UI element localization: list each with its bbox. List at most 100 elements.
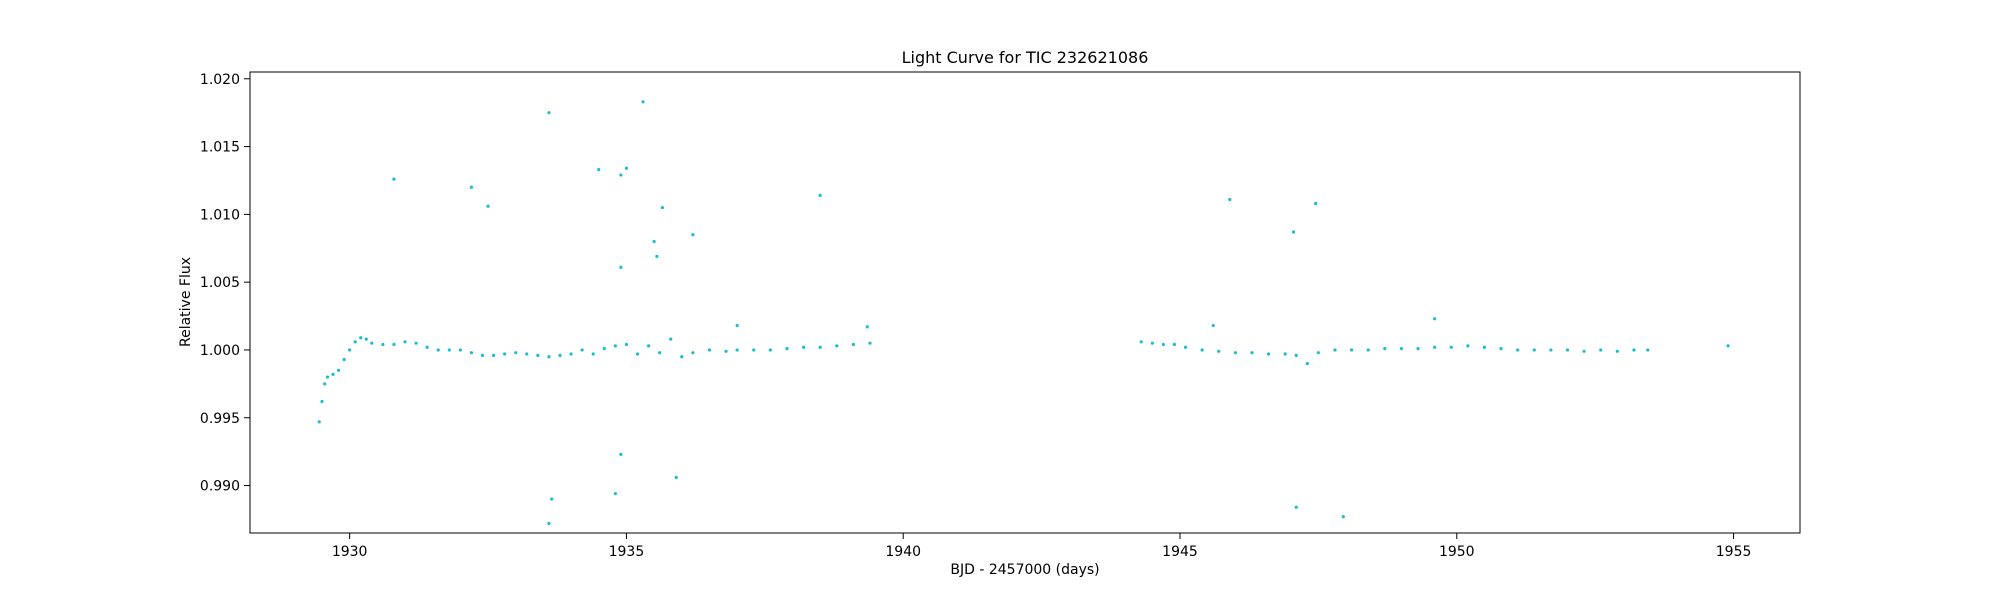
x-tick-label: 1930 <box>332 544 368 560</box>
data-point <box>1399 347 1404 351</box>
data-point <box>425 345 429 349</box>
data-point <box>1316 351 1320 355</box>
data-point <box>1139 340 1143 344</box>
data-point <box>735 323 739 328</box>
x-tick-label: 1950 <box>1439 544 1475 560</box>
data-point <box>1283 352 1287 356</box>
data-point <box>436 348 440 352</box>
data-point <box>469 185 474 189</box>
chart-title: Light Curve for TIC 232621086 <box>902 48 1149 67</box>
data-point <box>447 348 451 352</box>
data-point <box>655 254 659 258</box>
data-point <box>547 521 551 526</box>
data-point <box>353 340 357 344</box>
x-tick-label: 1955 <box>1716 544 1752 560</box>
data-point <box>491 353 496 357</box>
data-point <box>1341 515 1345 519</box>
y-axis-ticks: 0.990 0.995 1.000 1.005 1.010 1.015 1.020 <box>200 72 250 495</box>
data-point <box>1250 351 1254 355</box>
data-point <box>1314 201 1318 206</box>
data-point <box>348 348 352 352</box>
data-point <box>569 352 573 356</box>
data-point <box>414 341 418 345</box>
data-point <box>547 111 551 115</box>
data-point <box>591 352 595 356</box>
data-point <box>1350 348 1354 352</box>
data-point <box>1449 345 1453 349</box>
data-point <box>658 351 662 355</box>
data-point <box>619 452 623 456</box>
data-point <box>1599 348 1603 352</box>
x-tick-label: 1935 <box>609 544 645 560</box>
data-point <box>691 233 695 237</box>
data-point <box>317 420 321 424</box>
data-point <box>1211 323 1215 328</box>
data-point <box>646 344 651 348</box>
data-point <box>1632 348 1636 352</box>
data-point <box>1383 347 1387 351</box>
plot-area <box>249 71 1801 534</box>
data-point <box>1499 347 1503 351</box>
data-point <box>381 342 385 347</box>
data-point <box>1433 317 1437 321</box>
data-point <box>1482 345 1487 349</box>
data-point <box>868 341 872 345</box>
data-point <box>1466 344 1470 348</box>
data-point <box>550 497 554 501</box>
data-point <box>1291 230 1296 234</box>
data-point <box>635 352 640 356</box>
y-tick-label: 0.990 <box>200 479 240 495</box>
data-point <box>469 351 474 355</box>
data-point <box>1305 361 1309 366</box>
data-point <box>641 100 645 104</box>
data-point <box>613 492 617 496</box>
data-point <box>558 353 562 357</box>
data-point <box>613 344 617 348</box>
data-point <box>1294 353 1298 357</box>
data-point <box>1726 344 1730 348</box>
x-tick-label: 1940 <box>885 544 921 560</box>
data-point <box>1565 348 1570 352</box>
data-point <box>785 347 789 351</box>
data-point <box>486 204 490 208</box>
data-point <box>597 168 601 172</box>
data-point <box>619 265 623 269</box>
y-tick-label: 0.995 <box>200 411 240 427</box>
data-point <box>752 348 756 352</box>
data-points-layer <box>317 100 1730 526</box>
data-point <box>323 382 327 386</box>
data-point <box>580 348 584 352</box>
data-point <box>1516 348 1520 352</box>
data-point <box>707 348 712 352</box>
data-point <box>669 337 673 341</box>
data-point <box>1266 352 1271 356</box>
data-point <box>503 352 507 356</box>
y-tick-label: 1.005 <box>200 275 240 291</box>
data-point <box>680 355 684 359</box>
data-point <box>392 177 396 181</box>
data-point <box>624 342 629 347</box>
data-point <box>514 351 518 355</box>
data-point <box>602 347 606 351</box>
data-point <box>480 353 485 357</box>
data-point <box>359 336 363 340</box>
y-tick-label: 1.000 <box>200 343 240 359</box>
data-point <box>1549 348 1553 352</box>
data-point <box>325 375 330 379</box>
data-point <box>1228 197 1232 202</box>
data-point <box>331 372 335 376</box>
data-point <box>1366 348 1370 352</box>
data-point <box>342 357 346 362</box>
x-axis-ticks: 1930 1935 1940 1945 1950 1955 <box>332 533 1752 560</box>
data-point <box>525 352 529 356</box>
data-point <box>370 341 374 345</box>
y-tick-label: 1.015 <box>200 140 240 156</box>
data-point <box>818 345 822 349</box>
data-point <box>403 340 407 344</box>
data-point <box>735 348 739 352</box>
data-point <box>1161 342 1165 347</box>
data-point <box>624 166 629 170</box>
data-point <box>835 344 839 348</box>
